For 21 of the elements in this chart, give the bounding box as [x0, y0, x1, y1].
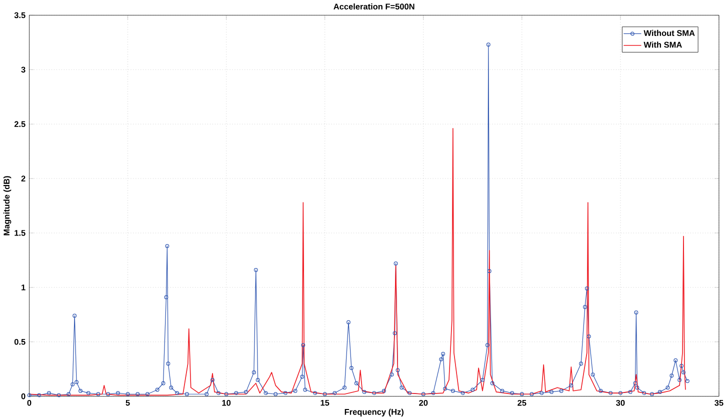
legend-label: With SMA — [644, 42, 682, 48]
x-tick-label: 15 — [320, 400, 330, 406]
y-tick-label: 2 — [21, 176, 26, 182]
x-tick-label: 5 — [126, 400, 130, 406]
y-tick-label: 0 — [21, 393, 26, 400]
y-tick-label: 1 — [22, 284, 26, 290]
x-tick-label: 0 — [27, 400, 32, 406]
x-tick-label: 25 — [518, 400, 526, 406]
x-tick-label: 20 — [419, 400, 428, 406]
chart-title: Acceleration F=500N — [334, 3, 414, 10]
y-tick-label: 2.5 — [14, 121, 26, 128]
x-tick-label: 10 — [222, 400, 231, 406]
y-axis-title: Magnitude (dB) — [3, 176, 12, 236]
legend-label: Without SMA — [644, 30, 695, 36]
x-axis-title: Frequency (Hz) — [344, 408, 404, 416]
y-tick-label: 1.5 — [14, 230, 26, 236]
y-tick-label: 0.5 — [14, 338, 26, 345]
x-tick-label: 30 — [616, 400, 625, 406]
x-tick-label: 35 — [714, 400, 724, 406]
y-tick-label: 3.5 — [14, 12, 26, 18]
y-tick-label: 3 — [21, 66, 26, 73]
